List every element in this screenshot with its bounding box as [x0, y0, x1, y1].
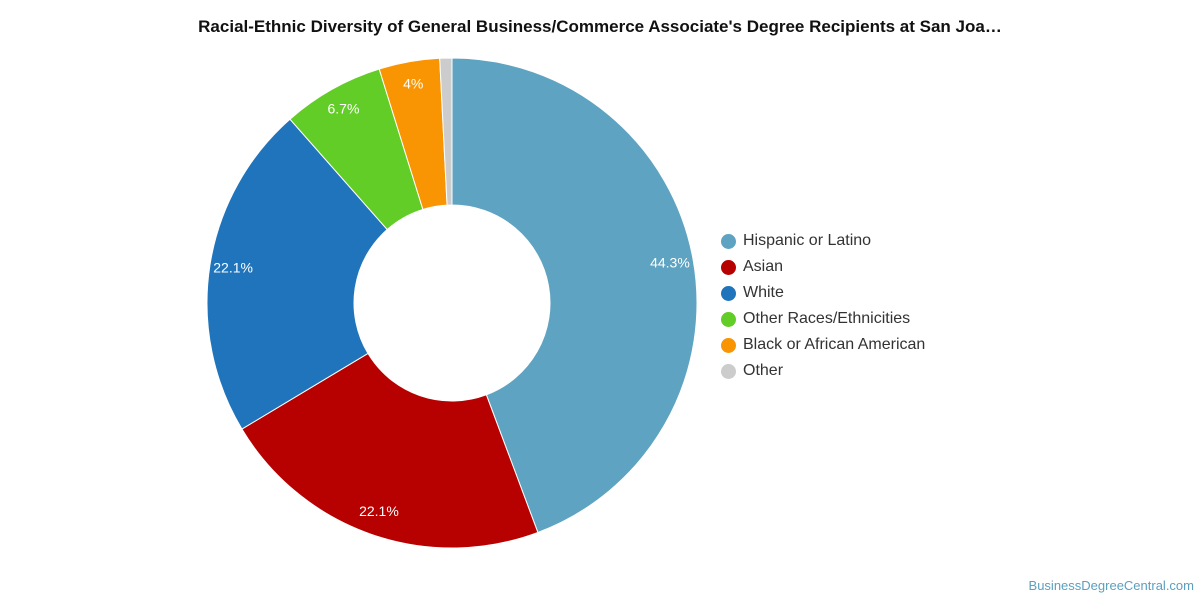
- slice-label-black-or-african-american: 4%: [403, 76, 423, 92]
- legend-label: Other Races/Ethnicities: [743, 310, 911, 327]
- slice-label-hispanic-or-latino: 44.3%: [650, 254, 690, 270]
- legend-label: Asian: [743, 258, 784, 275]
- legend-swatch: [721, 285, 736, 301]
- source-link[interactable]: BusinessDegreeCentral.com: [1028, 578, 1194, 593]
- legend-swatch: [721, 337, 736, 353]
- chart-legend: Hispanic or Latino Asian White Other Races/…: [721, 228, 925, 384]
- legend-swatch: [721, 259, 736, 275]
- legend-swatch: [721, 363, 736, 379]
- legend-swatch: [721, 311, 736, 327]
- slice-white[interactable]: [206, 118, 388, 430]
- chart-title: Racial-Ethnic Diversity of General Busin…: [198, 17, 1002, 36]
- legend-swatch: [721, 233, 736, 249]
- legend-label: White: [743, 284, 784, 301]
- legend-item-other-races-ethnicities[interactable]: Other Races/Ethnicities: [721, 306, 925, 332]
- slice-other[interactable]: [439, 57, 453, 206]
- slice-label-asian: 22.1%: [359, 503, 399, 519]
- slice-asian[interactable]: [241, 352, 539, 549]
- slice-label-other-races-ethnicities: 6.7%: [328, 101, 360, 117]
- legend-label: Other: [743, 362, 784, 379]
- legend-item-black-or-african-american[interactable]: Black or African American: [721, 332, 925, 358]
- legend-item-other[interactable]: Other: [721, 358, 925, 384]
- slice-label-white: 22.1%: [213, 260, 253, 276]
- legend-item-asian[interactable]: Asian: [721, 254, 925, 280]
- legend-label: Black or African American: [743, 336, 926, 353]
- legend-label: Hispanic or Latino: [743, 232, 872, 249]
- legend-item-white[interactable]: White: [721, 280, 925, 306]
- legend-item-hispanic-or-latino[interactable]: Hispanic or Latino: [721, 228, 925, 254]
- slice-hispanic-or-latino[interactable]: [451, 57, 698, 534]
